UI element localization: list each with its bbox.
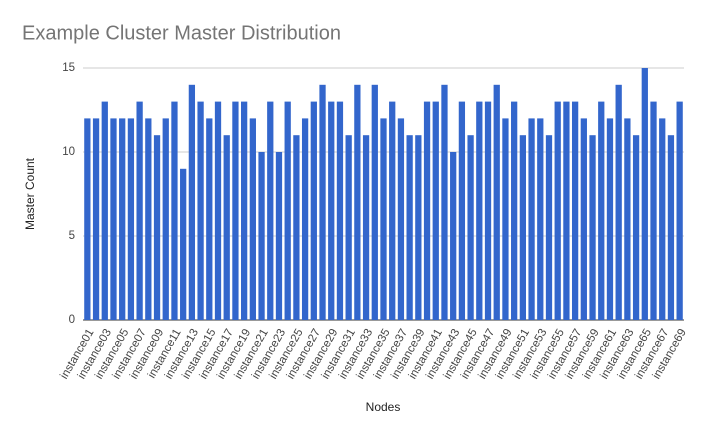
bar [554,101,561,320]
bar [598,101,605,320]
bar [650,101,657,320]
bar [615,84,622,320]
bar [659,118,666,321]
y-tick-label: 15 [62,62,75,74]
bar [145,118,152,321]
bar [232,101,239,320]
bar [284,101,291,320]
bar [354,84,361,320]
bar [136,101,143,320]
bar [458,101,466,320]
bar [258,152,265,320]
bar [267,101,274,320]
y-tick-label: 5 [69,230,75,242]
bar [380,118,387,321]
chart-title: Example Cluster Master Distribution [22,22,341,44]
bar [371,84,378,320]
bar [580,118,587,321]
bar [162,118,169,321]
bar [493,84,500,320]
bar [450,152,457,320]
bar [249,118,256,321]
bar [511,101,518,320]
bar [127,118,135,321]
y-tick-label: 10 [62,146,75,158]
bar [397,118,405,321]
bar [676,101,683,320]
bar [545,135,553,320]
bar [310,101,317,320]
bar [632,135,640,320]
bar [171,101,178,320]
bar [223,135,230,320]
bar [301,118,309,321]
bar [275,152,283,320]
bar [606,118,614,321]
bar [389,101,396,320]
bar [101,101,108,320]
bar [537,118,544,321]
bar [415,135,422,320]
bar [119,118,126,321]
bar [293,135,300,320]
bar [406,135,413,320]
bar [206,118,213,321]
x-axis-label: Nodes [366,400,401,414]
bar [319,84,326,320]
bar [624,118,631,321]
bar [502,118,509,321]
bar [92,118,100,321]
bar [589,135,596,320]
bar [345,135,352,320]
bar [467,135,474,320]
bar [362,135,370,320]
y-tick-label: 0 [69,314,75,326]
bar [667,135,675,320]
bar [519,135,526,320]
bar [197,101,204,320]
bar [241,101,248,320]
bar [336,101,344,320]
bar [110,118,117,321]
bar [328,101,335,320]
bar [571,101,579,320]
bar [423,101,431,320]
bar [214,101,222,320]
bar [563,101,570,320]
bar [476,101,483,320]
bar [441,84,448,320]
bar [432,101,439,320]
bar [153,135,161,320]
bar [84,118,91,321]
y-axis-label: Master Count [23,157,37,230]
bar [528,118,535,321]
bar [180,168,187,320]
bar [188,84,196,320]
bar [484,101,492,320]
bar [641,68,648,320]
